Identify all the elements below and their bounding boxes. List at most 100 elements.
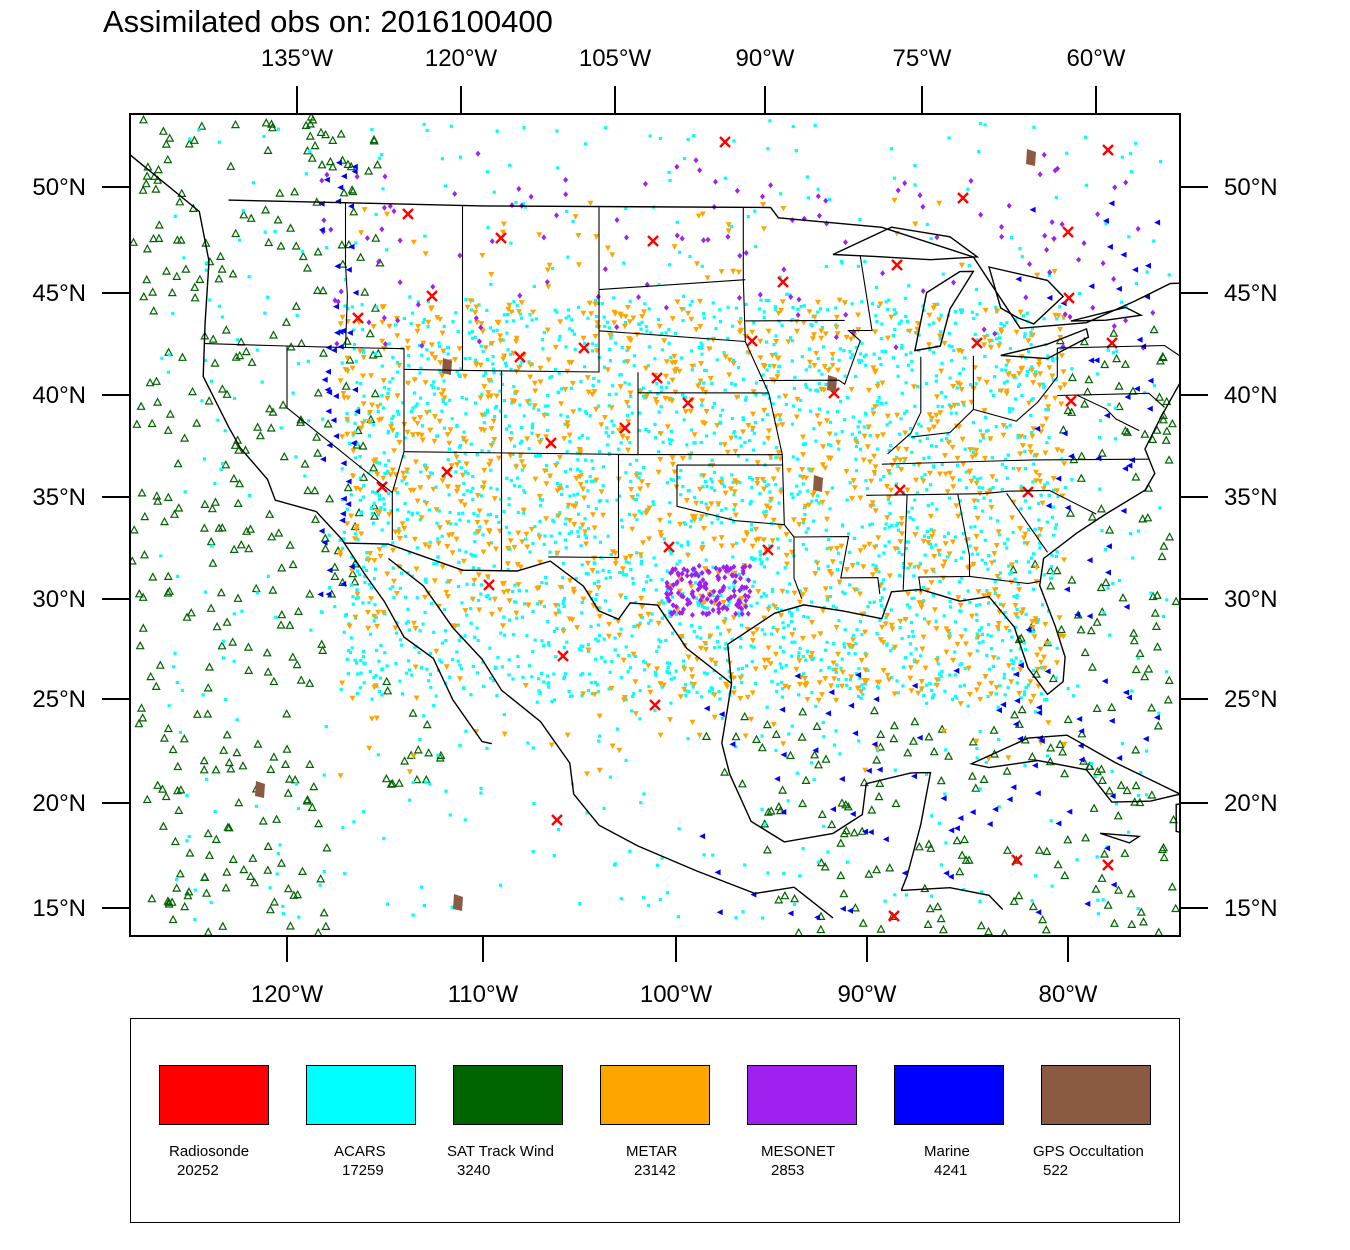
- acars-marker: [599, 498, 603, 503]
- state-border: [286, 346, 393, 541]
- metar-marker: [891, 458, 898, 464]
- acars-marker: [972, 447, 976, 451]
- acars-marker: [361, 601, 365, 605]
- acars-marker: [1014, 318, 1018, 322]
- acars-marker: [1015, 681, 1019, 685]
- metar-marker: [391, 448, 398, 454]
- metar-marker: [528, 526, 535, 533]
- sat-track-wind-marker: [1161, 435, 1171, 444]
- sat-track-wind-marker: [147, 893, 157, 903]
- acars-marker: [375, 460, 379, 464]
- acars-marker: [850, 353, 855, 357]
- acars-marker: [793, 375, 797, 379]
- sat-track-wind-marker: [1086, 625, 1096, 635]
- acars-marker: [687, 689, 691, 693]
- acars-marker: [741, 417, 745, 421]
- state-border: [745, 319, 845, 322]
- metar-marker: [958, 387, 965, 393]
- acars-marker: [345, 657, 349, 661]
- acars-marker: [978, 439, 982, 443]
- sat-track-wind-marker: [136, 703, 147, 712]
- acars-marker: [877, 396, 881, 400]
- sat-track-wind-marker: [148, 287, 158, 296]
- sat-track-wind-marker: [130, 237, 139, 246]
- metar-marker: [444, 544, 451, 550]
- acars-marker: [896, 364, 900, 368]
- marine-marker: [867, 829, 874, 836]
- metar-marker: [1017, 309, 1024, 316]
- acars-marker: [940, 462, 944, 467]
- metar-marker: [536, 494, 543, 500]
- metar-marker: [619, 566, 626, 572]
- acars-marker: [405, 517, 409, 521]
- acars-marker: [395, 409, 399, 413]
- metar-marker: [587, 200, 594, 207]
- metar-marker: [622, 555, 629, 562]
- metar-marker: [917, 589, 924, 596]
- acars-marker: [459, 466, 463, 470]
- acars-marker: [493, 406, 497, 410]
- metar-marker: [353, 523, 360, 530]
- metar-marker: [861, 678, 868, 684]
- acars-marker: [850, 432, 854, 436]
- metar-marker: [499, 623, 506, 629]
- acars-marker: [998, 577, 1002, 581]
- metar-marker: [518, 300, 525, 306]
- acars-marker: [416, 511, 420, 515]
- acars-marker: [1031, 630, 1035, 634]
- acars-marker: [635, 551, 639, 555]
- acars-marker: [564, 345, 568, 349]
- acars-marker: [669, 551, 673, 556]
- acars-marker: [624, 595, 628, 600]
- acars-marker: [291, 391, 295, 395]
- acars-marker: [807, 347, 811, 351]
- acars-marker: [464, 729, 468, 733]
- metar-marker: [976, 681, 983, 688]
- sat-track-wind-marker: [369, 463, 379, 472]
- acars-marker: [748, 439, 752, 443]
- metar-marker: [616, 632, 623, 639]
- metar-marker: [422, 594, 428, 601]
- acars-marker: [359, 381, 363, 386]
- acars-marker: [1054, 195, 1058, 199]
- acars-marker: [235, 338, 239, 342]
- acars-marker: [684, 689, 688, 693]
- acars-marker: [1024, 647, 1028, 651]
- metar-marker: [1051, 269, 1058, 275]
- sat-track-wind-marker: [1129, 635, 1139, 645]
- acars-marker: [710, 381, 714, 385]
- sat-track-wind-marker: [245, 524, 256, 533]
- acars-marker: [240, 609, 244, 613]
- sat-track-wind-marker: [424, 748, 434, 757]
- acars-marker: [479, 583, 483, 587]
- mesonet-marker: [1150, 309, 1156, 316]
- acars-marker: [352, 328, 356, 332]
- acars-marker: [798, 490, 802, 494]
- acars-marker: [448, 398, 452, 402]
- acars-marker: [625, 413, 629, 417]
- acars-marker: [896, 521, 900, 525]
- acars-marker: [1114, 802, 1118, 806]
- metar-marker: [430, 486, 437, 493]
- acars-marker: [929, 237, 933, 241]
- sat-track-wind-marker: [356, 252, 366, 261]
- acars-marker: [775, 689, 779, 694]
- metar-marker: [365, 557, 372, 564]
- acars-marker: [904, 893, 909, 897]
- acars-marker: [447, 493, 451, 497]
- acars-marker: [761, 373, 765, 377]
- sat-track-wind-marker: [1158, 415, 1168, 424]
- acars-marker: [989, 516, 993, 520]
- mesonet-marker: [705, 236, 711, 243]
- acars-marker: [972, 316, 976, 320]
- mesonet-marker: [415, 301, 421, 308]
- acars-marker: [519, 312, 523, 316]
- mesonet-marker: [693, 570, 699, 577]
- metar-marker: [446, 440, 453, 447]
- sat-track-wind-marker: [297, 866, 308, 875]
- metar-marker: [381, 346, 388, 352]
- acars-marker: [679, 356, 684, 360]
- metar-marker: [476, 607, 483, 613]
- sat-track-wind-marker: [147, 418, 157, 428]
- state-border: [205, 203, 348, 349]
